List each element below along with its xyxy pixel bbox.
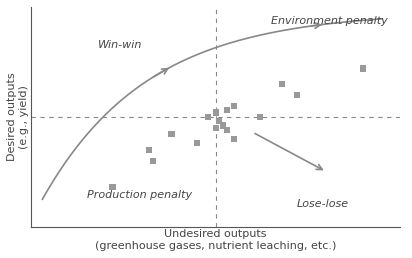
- X-axis label: Undesired outputs
(greenhouse gases, nutrient leaching, etc.): Undesired outputs (greenhouse gases, nut…: [95, 229, 336, 251]
- Point: [360, 66, 367, 70]
- Point: [216, 119, 222, 123]
- Point: [223, 108, 230, 112]
- Point: [279, 82, 286, 86]
- Point: [168, 132, 175, 136]
- Point: [194, 141, 201, 145]
- Point: [293, 93, 300, 97]
- Point: [213, 126, 219, 130]
- Point: [213, 110, 219, 115]
- Point: [205, 115, 212, 119]
- Point: [257, 115, 263, 119]
- Point: [150, 159, 156, 163]
- Text: Win-win: Win-win: [98, 40, 142, 50]
- Text: Environment penalty: Environment penalty: [271, 16, 388, 26]
- Point: [223, 128, 230, 132]
- Y-axis label: Desired outputs
(e.g., yield): Desired outputs (e.g., yield): [7, 72, 28, 161]
- Point: [220, 124, 226, 128]
- Point: [231, 104, 237, 108]
- Point: [146, 148, 152, 152]
- Text: Production penalty: Production penalty: [87, 190, 192, 200]
- Text: Lose-lose: Lose-lose: [297, 199, 349, 209]
- Point: [109, 185, 116, 189]
- Point: [231, 137, 237, 141]
